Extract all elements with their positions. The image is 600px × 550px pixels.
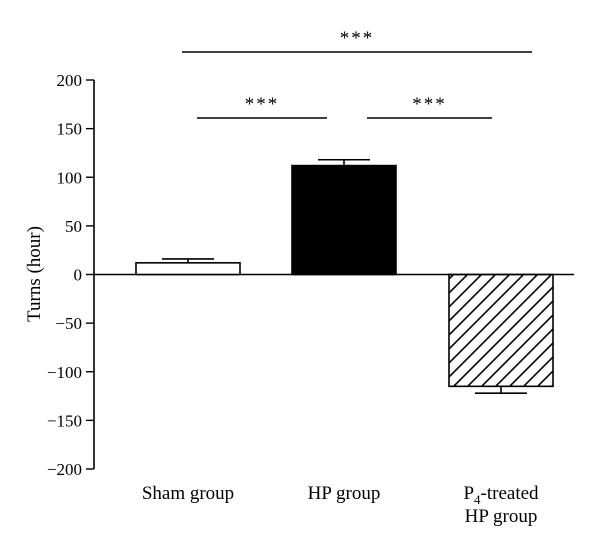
category-label-text: HP group bbox=[308, 483, 381, 504]
y-tick-label: −50 bbox=[55, 314, 82, 333]
category-label-text: Sham group bbox=[142, 483, 234, 504]
category-label-text: P bbox=[463, 483, 474, 504]
category-label-2: P4-treated bbox=[463, 483, 539, 507]
y-tick-label: −100 bbox=[47, 363, 82, 382]
significance-label-1: *** bbox=[412, 94, 447, 115]
category-label-1: HP group bbox=[308, 483, 381, 504]
y-tick-label: 0 bbox=[74, 266, 83, 285]
category-label-subscript: 4 bbox=[474, 492, 481, 507]
y-axis-label: Turns (hour) bbox=[24, 226, 45, 322]
y-tick-label: −200 bbox=[47, 460, 82, 479]
bar-0 bbox=[135, 262, 241, 276]
category-label-2-line2: HP group bbox=[465, 506, 538, 527]
significance-label-0: *** bbox=[245, 94, 280, 115]
y-tick-label: 50 bbox=[65, 217, 82, 236]
category-label-rest: -treated bbox=[481, 483, 540, 504]
bar-2 bbox=[448, 273, 554, 388]
significance-label-2: *** bbox=[340, 28, 375, 49]
y-tick-label: 100 bbox=[57, 168, 83, 187]
y-tick-label: 200 bbox=[57, 71, 83, 90]
category-label-0: Sham group bbox=[142, 483, 234, 504]
y-tick-label: −150 bbox=[47, 411, 82, 430]
bar-1 bbox=[291, 164, 397, 276]
y-tick-label: 150 bbox=[57, 120, 83, 139]
